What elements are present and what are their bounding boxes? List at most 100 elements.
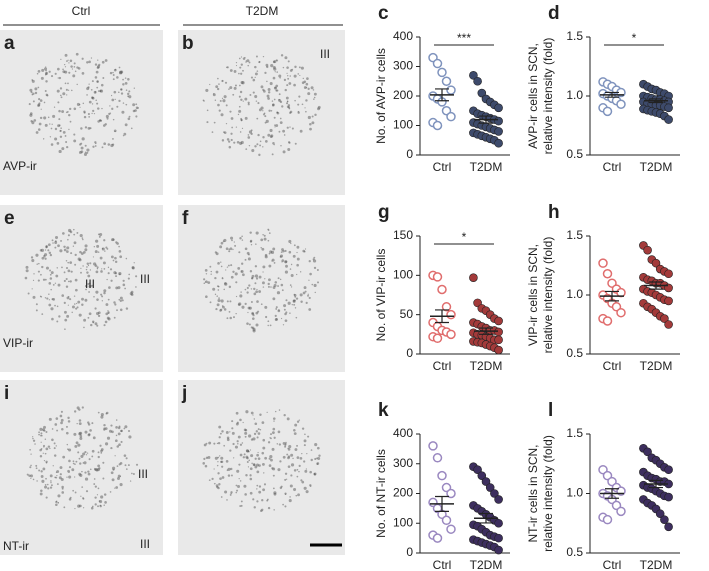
- cell-speck: [66, 476, 68, 478]
- cell-speck: [229, 247, 233, 251]
- cell-speck: [49, 123, 51, 125]
- cell-speck: [104, 320, 108, 324]
- cell-speck: [282, 324, 285, 326]
- cell-speck: [114, 439, 118, 443]
- cell-speck: [235, 422, 239, 426]
- cell-speck: [256, 500, 259, 503]
- cell-speck: [225, 460, 229, 463]
- cell-speck: [244, 116, 248, 120]
- cell-speck: [282, 129, 285, 133]
- cell-speck: [44, 257, 47, 260]
- data-point: [602, 316, 613, 326]
- cell-speck: [113, 271, 117, 275]
- ventricle-label: III: [140, 537, 150, 551]
- cell-speck: [274, 281, 278, 284]
- cell-speck: [87, 423, 91, 426]
- cell-speck: [211, 131, 214, 134]
- cell-speck: [218, 297, 220, 299]
- cell-speck: [52, 242, 54, 244]
- cell-speck: [79, 462, 82, 465]
- cell-speck: [313, 256, 316, 259]
- cell-speck: [269, 82, 273, 86]
- cell-speck: [97, 107, 100, 110]
- cell-speck: [306, 77, 309, 80]
- cell-speck: [253, 292, 257, 296]
- cell-speck: [40, 432, 43, 435]
- cell-speck: [251, 148, 255, 153]
- cell-speck: [274, 318, 278, 322]
- cell-speck: [238, 251, 241, 254]
- cell-speck: [273, 98, 276, 101]
- cell-speck: [112, 118, 115, 121]
- cell-speck: [281, 289, 284, 292]
- cell-speck: [84, 284, 88, 288]
- cell-speck: [99, 232, 103, 237]
- cell-speck: [313, 98, 315, 100]
- cell-speck: [217, 461, 219, 463]
- cell-speck: [91, 80, 94, 83]
- cell-speck: [219, 245, 223, 249]
- cell-speck: [281, 248, 284, 251]
- cell-speck: [271, 103, 275, 107]
- cell-speck: [285, 299, 288, 302]
- cell-speck: [266, 499, 269, 502]
- cell-speck: [271, 447, 275, 451]
- cell-speck: [66, 145, 69, 149]
- cell-speck: [279, 460, 282, 463]
- cell-speck: [35, 309, 38, 312]
- cell-speck: [60, 96, 63, 99]
- cell-speck: [91, 422, 94, 425]
- cell-speck: [275, 59, 277, 61]
- cell-speck: [308, 260, 311, 263]
- cell-speck: [243, 484, 247, 488]
- cell-speck: [56, 89, 60, 93]
- cell-speck: [62, 70, 66, 74]
- cell-speck: [283, 78, 287, 82]
- cell-speck: [230, 132, 233, 135]
- cell-speck: [272, 76, 276, 80]
- cell-speck: [249, 474, 252, 477]
- cell-speck: [101, 107, 103, 110]
- cell-speck: [274, 124, 276, 126]
- y-tick-label: 0.5: [566, 147, 583, 161]
- cell-speck: [250, 411, 254, 415]
- error-bar: [435, 88, 449, 102]
- cell-speck: [257, 451, 259, 454]
- cell-speck: [42, 138, 45, 140]
- cell-speck: [214, 276, 217, 280]
- cell-speck: [288, 239, 292, 243]
- cell-speck: [52, 284, 55, 286]
- y-tick-label: 0: [406, 147, 413, 161]
- cell-speck: [25, 265, 29, 269]
- cell-speck: [57, 244, 60, 248]
- cell-speck: [66, 110, 69, 113]
- cell-speck: [254, 145, 257, 148]
- cell-speck: [213, 442, 216, 445]
- data-point: [469, 273, 478, 282]
- cell-speck: [99, 444, 102, 447]
- cell-speck: [81, 470, 83, 473]
- cell-speck: [124, 123, 128, 127]
- cell-speck: [262, 55, 265, 58]
- cell-speck: [102, 461, 105, 464]
- cell-speck: [254, 95, 258, 99]
- cell-speck: [228, 88, 230, 90]
- cell-speck: [252, 437, 256, 441]
- cell-speck: [74, 463, 76, 465]
- cell-speck: [289, 126, 291, 128]
- cell-speck: [313, 92, 317, 96]
- cell-speck: [84, 298, 88, 302]
- cell-speck: [231, 420, 234, 423]
- cell-speck: [216, 442, 219, 445]
- data-point: [437, 470, 447, 481]
- cell-speck: [231, 239, 233, 242]
- cell-speck: [235, 126, 238, 128]
- cell-speck: [45, 431, 48, 434]
- cell-speck: [26, 473, 29, 476]
- cell-speck: [119, 308, 123, 312]
- cell-speck: [135, 115, 138, 118]
- cell-speck: [45, 460, 48, 463]
- cell-speck: [107, 272, 110, 275]
- cell-speck: [210, 273, 212, 275]
- cell-speck: [221, 97, 224, 99]
